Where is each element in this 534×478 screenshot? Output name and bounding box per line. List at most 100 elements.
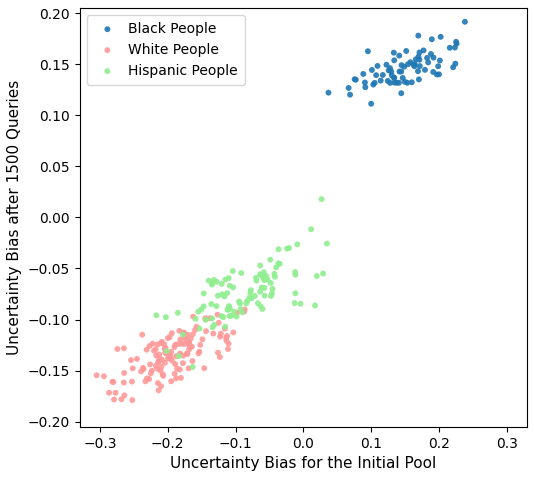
Black People — [414, 32, 422, 39]
Black People — [369, 81, 378, 88]
Hispanic People — [272, 264, 280, 272]
Black People — [383, 77, 392, 85]
White People — [139, 364, 147, 372]
White People — [129, 365, 137, 372]
Hispanic People — [235, 298, 244, 305]
Black People — [429, 54, 438, 62]
White People — [152, 352, 161, 359]
Black People — [395, 79, 403, 87]
White People — [185, 342, 194, 350]
Hispanic People — [194, 308, 202, 315]
White People — [179, 329, 188, 337]
White People — [175, 327, 184, 335]
Hispanic People — [223, 306, 232, 314]
White People — [240, 308, 248, 315]
White People — [145, 342, 154, 350]
Hispanic People — [311, 302, 319, 309]
Black People — [419, 46, 428, 54]
White People — [221, 325, 229, 333]
Hispanic People — [162, 348, 171, 355]
Hispanic People — [266, 279, 275, 287]
White People — [153, 340, 162, 348]
Black People — [395, 68, 404, 76]
White People — [145, 375, 153, 383]
White People — [161, 344, 170, 352]
White People — [157, 363, 166, 370]
Black People — [361, 83, 370, 91]
Hispanic People — [195, 325, 204, 333]
Black People — [415, 62, 424, 70]
Hispanic People — [217, 312, 226, 320]
Hispanic People — [225, 302, 233, 310]
Black People — [367, 66, 376, 74]
Black People — [403, 79, 412, 87]
White People — [170, 370, 179, 378]
White People — [162, 349, 171, 357]
Black People — [400, 63, 409, 71]
White People — [201, 315, 210, 322]
White People — [92, 371, 101, 379]
Hispanic People — [201, 316, 210, 324]
White People — [161, 345, 169, 353]
White People — [176, 350, 184, 358]
Black People — [400, 78, 409, 86]
White People — [186, 335, 195, 343]
White People — [209, 330, 217, 337]
White People — [188, 357, 197, 365]
Black People — [428, 35, 436, 43]
White People — [180, 340, 189, 348]
Hispanic People — [256, 271, 264, 278]
White People — [185, 338, 193, 346]
Hispanic People — [213, 278, 221, 286]
Black People — [360, 79, 369, 87]
White People — [183, 350, 192, 358]
Hispanic People — [218, 291, 226, 298]
White People — [164, 354, 173, 362]
Hispanic People — [189, 363, 197, 371]
White People — [167, 378, 176, 385]
Black People — [389, 49, 398, 56]
White People — [153, 365, 161, 372]
Hispanic People — [247, 286, 255, 294]
White People — [157, 382, 166, 390]
White People — [157, 339, 166, 347]
White People — [120, 379, 128, 386]
White People — [150, 347, 158, 355]
Hispanic People — [276, 260, 284, 268]
Hispanic People — [250, 292, 259, 300]
Black People — [449, 64, 458, 71]
White People — [173, 365, 182, 372]
White People — [110, 396, 119, 403]
White People — [183, 349, 191, 357]
Black People — [350, 76, 359, 83]
Hispanic People — [274, 260, 282, 267]
Hispanic People — [220, 293, 229, 300]
Black People — [390, 79, 398, 87]
Black People — [397, 89, 405, 97]
Black People — [406, 58, 415, 66]
Black People — [414, 67, 422, 75]
White People — [100, 372, 108, 380]
Black People — [344, 84, 353, 92]
White People — [198, 336, 207, 343]
Black People — [451, 43, 459, 51]
White People — [196, 341, 205, 349]
Hispanic People — [152, 312, 161, 319]
White People — [172, 375, 180, 382]
Hispanic People — [252, 274, 260, 282]
White People — [180, 334, 189, 342]
White People — [163, 334, 172, 342]
Black People — [411, 60, 419, 68]
Black People — [421, 66, 429, 74]
Black People — [397, 68, 405, 76]
White People — [183, 336, 191, 344]
Hispanic People — [227, 312, 235, 319]
White People — [138, 331, 146, 338]
Hispanic People — [225, 312, 234, 320]
White People — [176, 336, 185, 343]
White People — [185, 341, 194, 348]
White People — [160, 340, 168, 348]
Black People — [376, 77, 385, 85]
White People — [206, 315, 214, 322]
White People — [165, 350, 174, 358]
